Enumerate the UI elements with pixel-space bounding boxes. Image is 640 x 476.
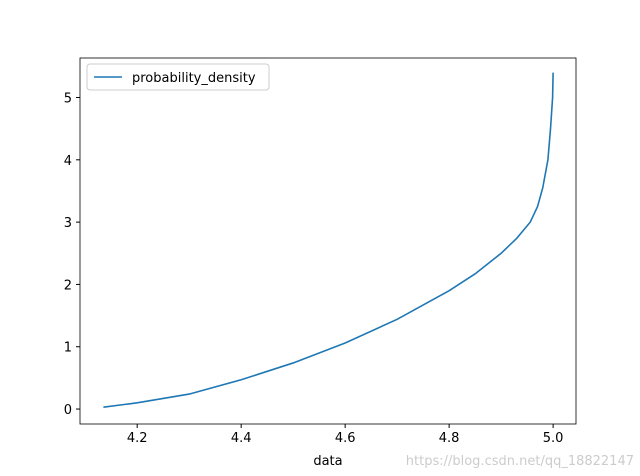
x-axis-label: data	[313, 454, 342, 469]
y-tick-label: 5	[64, 92, 72, 107]
x-tick-label: 5.0	[543, 431, 564, 446]
y-tick-label: 0	[64, 403, 72, 418]
data-line	[103, 72, 554, 408]
x-tick-label: 4.8	[439, 431, 460, 446]
x-tick-label: 4.4	[231, 431, 252, 446]
legend-label: probability_density	[132, 71, 256, 86]
y-tick-label: 1	[64, 341, 72, 356]
y-tick-label: 3	[64, 216, 72, 231]
x-tick-label: 4.6	[335, 431, 356, 446]
y-tick-label: 4	[64, 154, 72, 169]
y-tick-label: 2	[64, 278, 72, 293]
x-tick-label: 4.2	[127, 431, 148, 446]
legend-box	[86, 63, 270, 91]
watermark: https://blog.csdn.net/qq_18822147	[406, 454, 634, 469]
plot-frame	[79, 57, 577, 425]
